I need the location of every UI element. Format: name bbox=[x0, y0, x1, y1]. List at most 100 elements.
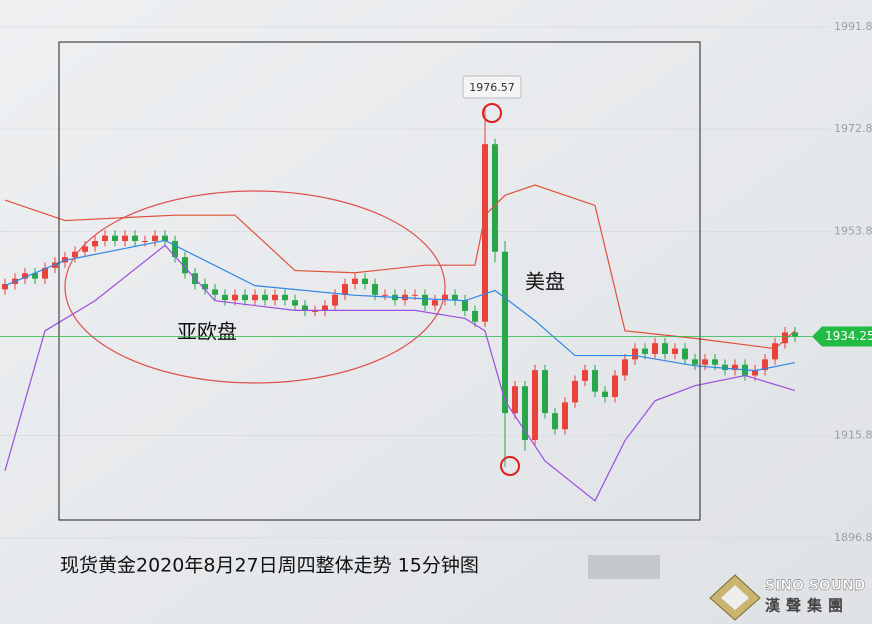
candle-body bbox=[102, 235, 108, 241]
high-marker bbox=[482, 103, 502, 123]
candle-body bbox=[512, 386, 518, 414]
candle-body bbox=[312, 310, 318, 312]
brand-chinese: 漢聲集團 bbox=[765, 597, 849, 615]
candle-body bbox=[342, 284, 348, 295]
candle-body bbox=[252, 294, 258, 301]
candle-body bbox=[562, 402, 568, 430]
candle-body bbox=[682, 348, 688, 360]
y-tick-label: 1915.8 bbox=[834, 429, 872, 442]
candle-body bbox=[352, 278, 358, 285]
candle-body bbox=[712, 359, 718, 365]
candle-body bbox=[732, 364, 738, 371]
low-marker bbox=[500, 456, 520, 476]
indicator-line bbox=[4, 239, 796, 372]
y-tick-label: 1953.8 bbox=[834, 224, 872, 237]
candle-body bbox=[82, 246, 88, 252]
candle-body bbox=[302, 305, 308, 311]
candle-body bbox=[622, 359, 628, 376]
us-session-label: 美盘 bbox=[525, 270, 565, 294]
candle-body bbox=[282, 294, 288, 301]
frame bbox=[58, 41, 701, 521]
candle-body bbox=[362, 278, 368, 285]
candle-body bbox=[502, 251, 508, 414]
candle-body bbox=[42, 267, 48, 279]
candle-body bbox=[2, 284, 8, 290]
candle-body bbox=[162, 235, 168, 241]
candle-body bbox=[592, 370, 598, 392]
candle-body bbox=[582, 370, 588, 381]
candle-body bbox=[132, 235, 138, 241]
candle-body bbox=[462, 300, 468, 311]
candle-body bbox=[432, 300, 438, 306]
candle-body bbox=[692, 359, 698, 365]
candle-body bbox=[242, 294, 248, 301]
candle-body bbox=[232, 294, 238, 301]
candle-body bbox=[332, 294, 338, 306]
indicator-line bbox=[4, 244, 796, 502]
candle-body bbox=[652, 343, 658, 354]
candle-body bbox=[702, 359, 708, 365]
candle-body bbox=[212, 289, 218, 295]
plot: 1991.8 1972.8 1953.8 1915.8 1896.8 bbox=[0, 20, 872, 544]
candle-body bbox=[602, 391, 608, 397]
chart-title: 现货黄金2020年8月27日周四整体走势 15分钟图 bbox=[60, 555, 479, 577]
candle-body bbox=[382, 294, 388, 296]
candle-body bbox=[672, 348, 678, 354]
candle-body bbox=[542, 370, 548, 414]
candle-body bbox=[552, 413, 558, 430]
candle-body bbox=[372, 284, 378, 295]
candle-body bbox=[222, 294, 228, 301]
candle-body bbox=[612, 375, 618, 397]
candle-body bbox=[32, 273, 38, 279]
candle-body bbox=[662, 343, 668, 354]
candle-body bbox=[762, 359, 768, 371]
candle-body bbox=[772, 343, 778, 360]
candle-body bbox=[202, 284, 208, 290]
y-tick-label: 1991.8 bbox=[834, 20, 872, 33]
indicator-line bbox=[4, 184, 796, 350]
candle-body bbox=[262, 294, 268, 301]
candle-body bbox=[322, 305, 328, 311]
candle-body bbox=[472, 310, 478, 322]
current-price-tag bbox=[812, 326, 872, 347]
logo: SINO SOUND 漢聲集團 bbox=[709, 574, 866, 621]
blurred-text bbox=[588, 555, 660, 579]
candle-body bbox=[642, 348, 648, 354]
session-ellipse bbox=[64, 190, 446, 384]
candle-body bbox=[412, 294, 418, 296]
peak-label-box bbox=[462, 75, 522, 99]
candle-body bbox=[112, 235, 118, 241]
candle-body bbox=[172, 240, 178, 258]
candle-body bbox=[722, 364, 728, 371]
brand-latin: SINO SOUND bbox=[765, 578, 865, 594]
peak-label: 1976.57 bbox=[469, 81, 515, 94]
candle-body bbox=[22, 273, 28, 279]
candle-body bbox=[122, 235, 128, 241]
candle-body bbox=[72, 251, 78, 258]
candle-body bbox=[452, 294, 458, 301]
current-price-label: 1934.25 bbox=[825, 329, 872, 343]
candle-body bbox=[442, 294, 448, 301]
candle-body bbox=[632, 348, 638, 360]
candle-body bbox=[182, 257, 188, 274]
candle-body bbox=[532, 370, 538, 441]
y-tick-label: 1972.8 bbox=[834, 122, 872, 135]
candle-body bbox=[152, 235, 158, 241]
candle-body bbox=[482, 144, 488, 322]
candle-body bbox=[492, 144, 498, 252]
candle-body bbox=[422, 294, 428, 306]
candle-body bbox=[292, 300, 298, 306]
logo-inner bbox=[721, 585, 749, 610]
candle-body bbox=[142, 240, 148, 242]
candle-body bbox=[782, 332, 788, 344]
candle-body bbox=[752, 370, 758, 376]
candle-body bbox=[522, 386, 528, 441]
candle-body bbox=[792, 332, 798, 337]
asia-europe-label: 亚欧盘 bbox=[177, 320, 237, 344]
candle-body bbox=[572, 380, 578, 403]
candle-body bbox=[92, 240, 98, 247]
y-tick-label: 1896.8 bbox=[834, 531, 872, 544]
candle-body bbox=[272, 294, 278, 301]
